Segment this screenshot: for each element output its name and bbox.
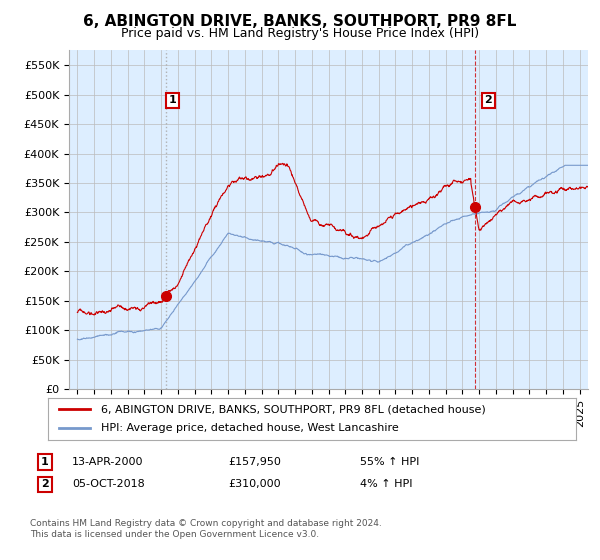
Text: 13-APR-2000: 13-APR-2000	[72, 457, 143, 467]
Text: Price paid vs. HM Land Registry's House Price Index (HPI): Price paid vs. HM Land Registry's House …	[121, 27, 479, 40]
Text: 55% ↑ HPI: 55% ↑ HPI	[360, 457, 419, 467]
Text: 4% ↑ HPI: 4% ↑ HPI	[360, 479, 413, 489]
Text: 05-OCT-2018: 05-OCT-2018	[72, 479, 145, 489]
Text: 1: 1	[41, 457, 49, 467]
Text: 6, ABINGTON DRIVE, BANKS, SOUTHPORT, PR9 8FL: 6, ABINGTON DRIVE, BANKS, SOUTHPORT, PR9…	[83, 14, 517, 29]
Text: 6, ABINGTON DRIVE, BANKS, SOUTHPORT, PR9 8FL (detached house): 6, ABINGTON DRIVE, BANKS, SOUTHPORT, PR9…	[101, 404, 485, 414]
Text: 2: 2	[485, 96, 492, 105]
Text: 2: 2	[41, 479, 49, 489]
Text: HPI: Average price, detached house, West Lancashire: HPI: Average price, detached house, West…	[101, 423, 398, 433]
Text: £310,000: £310,000	[228, 479, 281, 489]
Text: £157,950: £157,950	[228, 457, 281, 467]
Text: Contains HM Land Registry data © Crown copyright and database right 2024.
This d: Contains HM Land Registry data © Crown c…	[30, 520, 382, 539]
Text: 1: 1	[169, 96, 176, 105]
